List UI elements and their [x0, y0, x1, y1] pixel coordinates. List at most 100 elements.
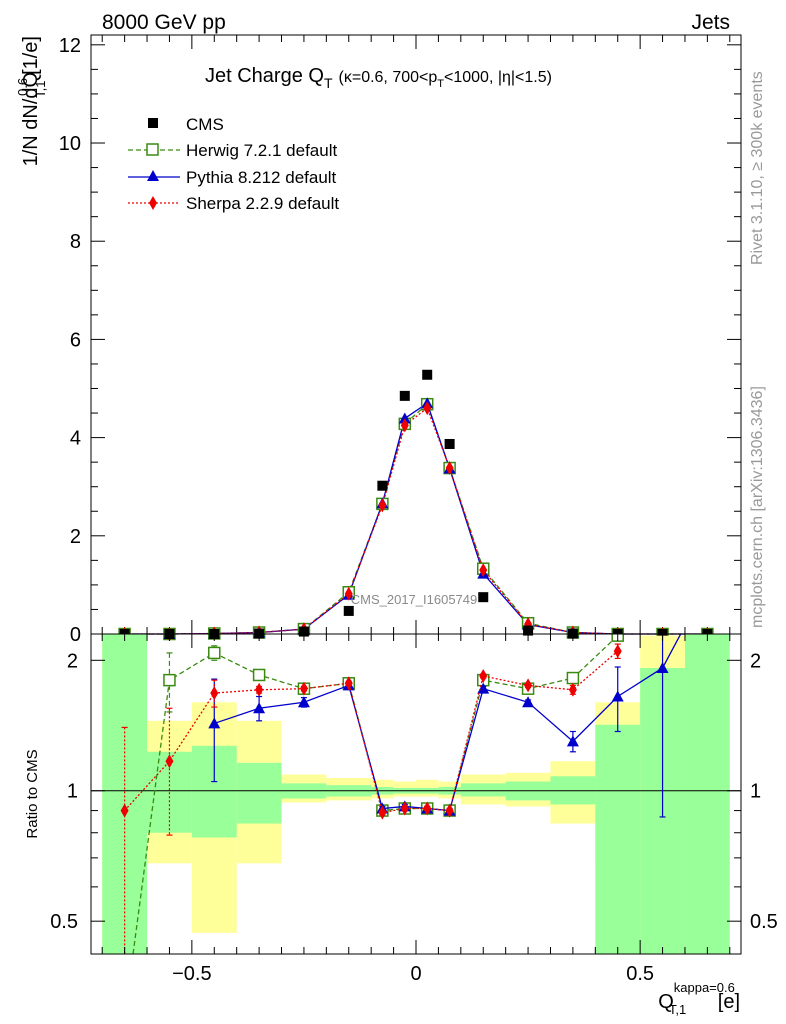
- title-cond-tail: <1000, |η|<1.5): [444, 69, 552, 86]
- ratio-point-sherpa: [299, 681, 308, 696]
- main-y-label: 1/N dN/dQ0.6 T,1 [1/e]: [15, 36, 48, 166]
- ratio-point-pythia: [522, 696, 535, 708]
- main-point-cms: [399, 390, 410, 401]
- legend-marker-pythia: [147, 170, 159, 181]
- ratio-line-sherpa: [124, 650, 619, 814]
- ratio-point-sherpa: [568, 682, 577, 697]
- ratio-x-label-sub: T,1: [669, 1002, 686, 1017]
- main-y-tick-label: 4: [70, 428, 81, 450]
- ratio-x-label: Qkappa=0.6 T,1 [e]: [658, 980, 740, 1017]
- ratio-point-pythia: [297, 696, 310, 708]
- ratio-point-pythia: [611, 690, 624, 702]
- ratio-y-tick-label-right: 1: [750, 781, 761, 803]
- ratio-point-sherpa: [524, 678, 533, 693]
- ratio-point-pythia: [566, 735, 579, 747]
- main-y-label-sub: T,1: [33, 80, 48, 97]
- main-y-tick-label: 8: [70, 231, 81, 253]
- ratio-point-herwig: [163, 673, 176, 687]
- ratio-y-tick-label: 1: [67, 781, 78, 803]
- ratio-point-pythia: [477, 682, 490, 694]
- legend-label-herwig: Herwig 7.2.1 default: [186, 141, 337, 160]
- main-y-tick-label: 12: [59, 35, 81, 57]
- legend-marker-sherpa: [149, 196, 157, 210]
- header-left: 8000 GeV pp: [102, 11, 226, 34]
- ratio-point-pythia: [208, 717, 221, 729]
- ratio-point-herwig: [566, 671, 580, 685]
- ratio-point-pythia: [253, 702, 266, 714]
- watermark: CMS_2017_I1605749: [351, 592, 478, 607]
- ratio-point-sherpa: [210, 686, 219, 701]
- main-y-tick-label: 2: [70, 526, 81, 548]
- ratio-point-pythia: [656, 661, 669, 673]
- ratio-y-label: Ratio to CMS: [24, 749, 41, 838]
- main-point-sherpa: [445, 461, 454, 476]
- ratio-point-herwig: [252, 668, 266, 682]
- ratio-band-stat: [236, 762, 282, 824]
- main-point-sherpa: [344, 586, 353, 601]
- main-point-sherpa: [479, 563, 488, 578]
- ratio-x-label-sup: kappa=0.6: [674, 980, 735, 995]
- ratio-x-axis: −0.5 0 0.5: [101, 634, 731, 985]
- main-y-axis: 0 2 4 6 8 10 12: [59, 35, 741, 646]
- main-point-cms: [422, 369, 433, 380]
- ratio-x-tick-label: 0.5: [626, 963, 654, 985]
- ratio-y-tick-label: 2: [67, 650, 78, 672]
- main-point-sherpa: [378, 498, 387, 513]
- legend-marker-cms: [148, 118, 158, 128]
- legend-entry-pythia: Pythia 8.212 default: [128, 168, 337, 187]
- ratio-frame: [90, 633, 742, 955]
- ratio-point-sherpa: [165, 754, 174, 769]
- main-y-label-unit: [1/e]: [20, 36, 42, 80]
- header-right: Jets: [691, 11, 730, 34]
- main-point-sherpa: [423, 401, 432, 416]
- legend-label-cms: CMS: [186, 115, 224, 134]
- ratio-point-sherpa: [423, 801, 432, 816]
- main-point-cms: [478, 592, 489, 603]
- legend-label-sherpa: Sherpa 2.2.9 default: [186, 194, 339, 213]
- ratio-point-herwig: [208, 646, 221, 660]
- ratio-band-stat: [684, 634, 730, 954]
- ratio-point-sherpa: [255, 682, 264, 697]
- ratio-line-herwig: [132, 635, 619, 954]
- rivet-label: Rivet 3.1.10, ≥ 300k events: [749, 71, 766, 265]
- main-y-label-sup: 0.6: [15, 78, 30, 96]
- ratio-y-tick-label: 0.5: [50, 911, 78, 933]
- ratio-point-sherpa: [445, 803, 454, 818]
- title-sub: T: [324, 75, 333, 91]
- ratio-x-tick-label: 0: [410, 963, 421, 985]
- ratio-bands: [102, 634, 730, 954]
- legend-entry-herwig: Herwig 7.2.1 default: [128, 141, 337, 160]
- mcplots-label: mcplots.cern.ch [arXiv:1306.3436]: [749, 386, 766, 628]
- main-point-sherpa: [400, 418, 409, 433]
- plot-title: Jet Charge QT (κ=0.6, 700<pT<1000, |η|<1.…: [205, 65, 552, 91]
- main-y-tick-label: 6: [70, 329, 81, 351]
- title-main: Jet Charge Q: [205, 65, 324, 87]
- main-y-tick-label: 10: [59, 133, 81, 155]
- ratio-point-sherpa: [120, 803, 129, 818]
- ratio-point-sherpa: [378, 805, 387, 820]
- ratio-x-label-unit: [e]: [712, 991, 740, 1013]
- main-line-sherpa: [124, 407, 708, 635]
- legend-marker-herwig: [146, 143, 159, 156]
- ratio-x-label-main: Q: [658, 991, 674, 1013]
- ratio-y-axis: 0.5 0.5 1 1 2 2: [50, 650, 778, 933]
- ratio-y-tick-label-right: 0.5: [750, 911, 778, 933]
- main-point-pythia: [398, 412, 411, 424]
- ratio-y-tick-label-right: 2: [750, 650, 761, 672]
- main-point-cms: [343, 605, 354, 616]
- legend-entry-sherpa: Sherpa 2.2.9 default: [128, 194, 339, 213]
- ratio-point-sherpa: [400, 801, 409, 816]
- legend-entry-cms: CMS: [148, 115, 224, 134]
- ratio-x-tick-label: −0.5: [172, 963, 211, 985]
- ratio-series: [120, 634, 682, 954]
- ratio-band-stat: [460, 783, 506, 797]
- ratio-panel: 0.5 0.5 1 1 2 2 −0.5 0 0.5 Ratio to CMS Qkappa=…: [24, 633, 778, 1017]
- main-point-cms: [523, 625, 534, 636]
- main-point-cms: [444, 438, 455, 449]
- ratio-point-sherpa: [479, 668, 488, 683]
- main-y-tick-label: 0: [70, 624, 81, 646]
- ratio-band-stat: [595, 724, 641, 954]
- legend: CMS Herwig 7.2.1 default Pythia 8.212 de…: [128, 115, 339, 213]
- title-cond-sub: T: [437, 78, 444, 90]
